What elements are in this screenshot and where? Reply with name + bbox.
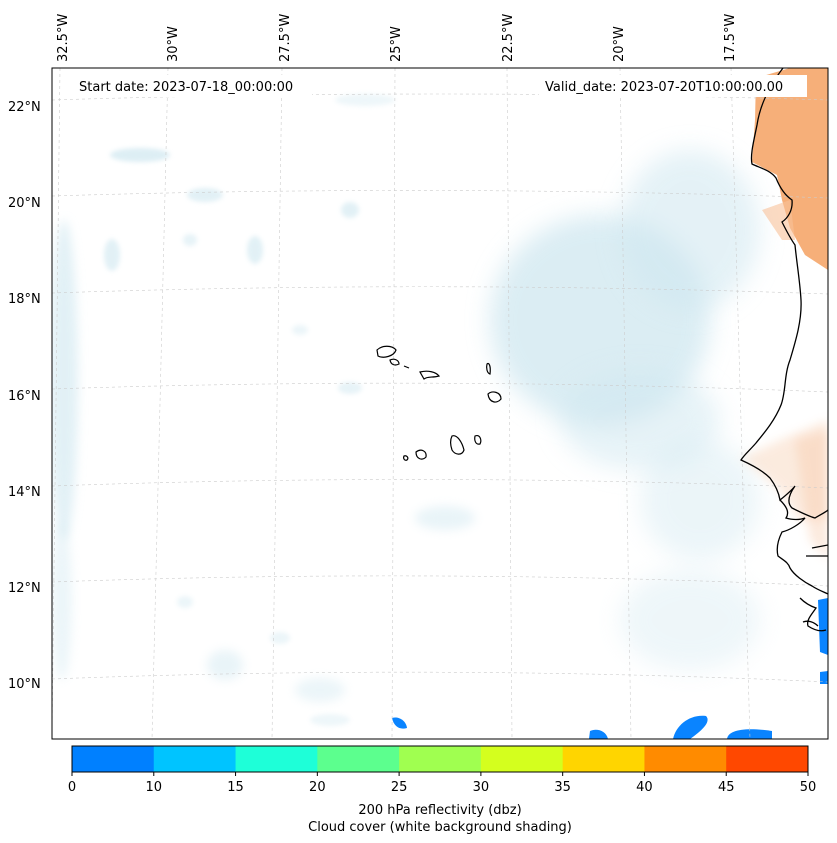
colorbar-cell bbox=[480, 746, 564, 772]
colorbar-tick-label: 45 bbox=[718, 780, 735, 795]
lon-label: 22.5°W bbox=[501, 14, 516, 62]
coastline bbox=[740, 68, 828, 632]
reflectivity-cell bbox=[589, 729, 608, 739]
island-fogo bbox=[415, 449, 427, 460]
colorbar-cell bbox=[644, 746, 727, 772]
valid-date-label: Valid_date: 2023-07-20T10:00:00.00 bbox=[545, 80, 783, 95]
lat-label: 12°N bbox=[8, 581, 41, 596]
island-boa-vista bbox=[487, 391, 502, 403]
colorbar-border bbox=[71, 745, 809, 773]
reflectivity-layer bbox=[392, 598, 828, 739]
island-brava bbox=[403, 455, 409, 461]
colorbar-tick-label: 30 bbox=[473, 780, 490, 795]
colorbar-cells bbox=[72, 746, 809, 772]
lon-label: 20°W bbox=[612, 26, 627, 62]
colorbar-ticks: 0 10 15 20 25 30 35 40 45 50 bbox=[68, 772, 816, 795]
start-date-label: Start date: 2023-07-18_00:00:00 bbox=[79, 80, 293, 95]
colorbar-cell bbox=[153, 746, 237, 772]
colorbar-tick-label: 20 bbox=[309, 780, 326, 795]
lat-label: 18°N bbox=[8, 292, 41, 307]
valid-date-box bbox=[539, 75, 807, 97]
colorbar-cell bbox=[562, 746, 645, 772]
latitude-labels: 22°N 20°N 18°N 16°N 14°N 12°N 10°N bbox=[8, 100, 41, 692]
colorbar-tick-label: 50 bbox=[800, 780, 817, 795]
colorbar-label-cloud-cover: Cloud cover (white background shading) bbox=[308, 820, 572, 835]
colorbar-cell bbox=[726, 746, 809, 772]
map-border bbox=[51, 67, 829, 740]
colorbar-tick-label: 25 bbox=[391, 780, 408, 795]
lat-label: 20°N bbox=[8, 196, 41, 211]
reflectivity-cell bbox=[818, 598, 828, 655]
cape-verde-islands bbox=[376, 345, 502, 461]
lat-label: 16°N bbox=[8, 389, 41, 404]
land-shading-layer bbox=[742, 68, 828, 560]
reflectivity-cell bbox=[392, 717, 407, 729]
lat-label: 10°N bbox=[8, 677, 41, 692]
colorbar-tick-label: 0 bbox=[68, 780, 76, 795]
lat-label: 14°N bbox=[8, 485, 41, 500]
graticule bbox=[52, 68, 828, 739]
colorbar-cell bbox=[317, 746, 400, 772]
island-sal bbox=[486, 362, 491, 375]
lon-label: 30°W bbox=[166, 26, 181, 62]
island-sao-nicolau bbox=[419, 370, 441, 380]
longitude-labels: 32.5°W 30°W 27.5°W 25°W 22.5°W 20°W 17.5… bbox=[56, 14, 738, 62]
start-date-box bbox=[72, 75, 312, 97]
lon-label: 27.5°W bbox=[278, 14, 293, 62]
colorbar-cell bbox=[72, 746, 155, 772]
reflectivity-cell bbox=[820, 671, 828, 684]
colorbar-tick-label: 35 bbox=[554, 780, 571, 795]
reflectivity-cell bbox=[673, 715, 708, 739]
island-santiago bbox=[449, 435, 465, 455]
cloud-cover-layer bbox=[52, 94, 760, 726]
lon-label: 32.5°W bbox=[56, 14, 71, 62]
reflectivity-cell bbox=[727, 729, 772, 739]
lat-label: 22°N bbox=[8, 100, 41, 115]
island-maio bbox=[474, 435, 482, 445]
island-santo-antao bbox=[376, 345, 397, 358]
colorbar-tick-label: 40 bbox=[636, 780, 653, 795]
colorbar-label-reflectivity: 200 hPa reflectivity (dbz) bbox=[358, 803, 521, 818]
colorbar-cell bbox=[399, 746, 482, 772]
colorbar: 0 10 15 20 25 30 35 40 45 50 200 hPa reflectivity… bbox=[68, 745, 816, 835]
island-sao-vicente bbox=[389, 358, 400, 366]
island-santa-luzia bbox=[403, 365, 410, 369]
colorbar-cell bbox=[235, 746, 318, 772]
lon-label: 25°W bbox=[389, 26, 404, 62]
lon-label: 17.5°W bbox=[723, 14, 738, 62]
colorbar-tick-label: 15 bbox=[227, 780, 244, 795]
colorbar-tick-label: 10 bbox=[146, 780, 163, 795]
